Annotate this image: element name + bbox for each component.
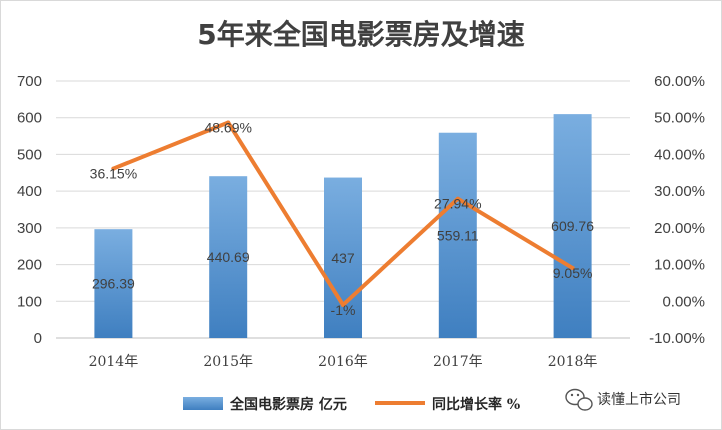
line-data-label: 48.69% bbox=[204, 120, 251, 136]
bar bbox=[324, 177, 362, 338]
line-data-labels: 36.15% 48.69% -1% 27.94% 9.05% bbox=[90, 120, 593, 318]
right-axis-tick: 50.00% bbox=[654, 110, 705, 127]
line-point bbox=[226, 120, 231, 125]
bar bbox=[209, 176, 248, 338]
line-data-label: -1% bbox=[331, 302, 356, 318]
x-axis-tick: 2016年 bbox=[318, 354, 368, 370]
line-point bbox=[570, 266, 575, 271]
line-point bbox=[341, 302, 345, 307]
right-y-axis: -10.00% 0.00% 10.00% 20.00% 30.00% 40.00% 50.0… bbox=[649, 73, 705, 347]
wechat-icon bbox=[565, 388, 593, 411]
x-axis-tick: 2017年 bbox=[433, 354, 483, 370]
right-axis-tick: 10.00% bbox=[654, 257, 705, 274]
bar bbox=[94, 229, 133, 338]
line-data-label: 27.94% bbox=[434, 196, 481, 212]
x-axis-tick: 2014年 bbox=[89, 354, 139, 370]
bar bbox=[553, 114, 592, 338]
chart-title: 5年来全国电影票房及增速 bbox=[197, 18, 524, 51]
legend: 全国电影票房 亿元 同比增长率 % bbox=[183, 396, 520, 413]
x-axis-tick: 2018年 bbox=[548, 354, 598, 370]
left-axis-tick: 500 bbox=[17, 146, 42, 163]
bar-series bbox=[94, 114, 592, 338]
legend-bar-swatch bbox=[183, 397, 223, 410]
right-axis-tick: 60.00% bbox=[654, 73, 705, 90]
line-point bbox=[455, 196, 460, 201]
line-series bbox=[111, 120, 575, 307]
bar-data-label: 296.39 bbox=[92, 276, 135, 292]
right-axis-tick: 40.00% bbox=[654, 146, 705, 163]
right-axis-tick: -10.00% bbox=[649, 330, 705, 347]
line-data-label: 36.15% bbox=[90, 166, 137, 182]
left-axis-tick: 700 bbox=[17, 73, 42, 90]
left-axis-tick: 100 bbox=[17, 293, 42, 310]
line-data-label: 9.05% bbox=[553, 265, 593, 281]
bar-data-label: 437 bbox=[331, 250, 355, 266]
right-axis-tick: 20.00% bbox=[654, 220, 705, 237]
left-axis-tick: 400 bbox=[17, 183, 42, 200]
bar-data-label: 559.11 bbox=[437, 227, 479, 243]
left-axis-tick: 600 bbox=[17, 110, 42, 127]
right-axis-tick: 0.00% bbox=[662, 293, 705, 310]
left-y-axis: 0 100 200 300 400 500 600 700 bbox=[17, 73, 42, 347]
x-axis-tick: 2015年 bbox=[203, 354, 253, 370]
left-axis-tick: 200 bbox=[17, 257, 42, 274]
legend-bar-label: 全国电影票房 亿元 bbox=[229, 396, 347, 413]
bar-data-label: 609.76 bbox=[551, 218, 594, 234]
watermark: 读懂上市公司 bbox=[565, 388, 681, 411]
watermark-text: 读懂上市公司 bbox=[597, 391, 681, 408]
right-axis-tick: 30.00% bbox=[654, 183, 705, 200]
left-axis-tick: 300 bbox=[17, 220, 42, 237]
x-axis: 2014年 2015年 2016年 2017年 2018年 bbox=[89, 354, 598, 370]
bar bbox=[438, 132, 477, 338]
bar-data-labels: 296.39 440.69 437 559.11 609.76 bbox=[92, 218, 594, 292]
left-axis-tick: 0 bbox=[34, 330, 42, 347]
bar-data-label: 440.69 bbox=[207, 249, 250, 265]
line-point bbox=[111, 166, 116, 171]
legend-line-label: 同比增长率 % bbox=[432, 396, 520, 413]
